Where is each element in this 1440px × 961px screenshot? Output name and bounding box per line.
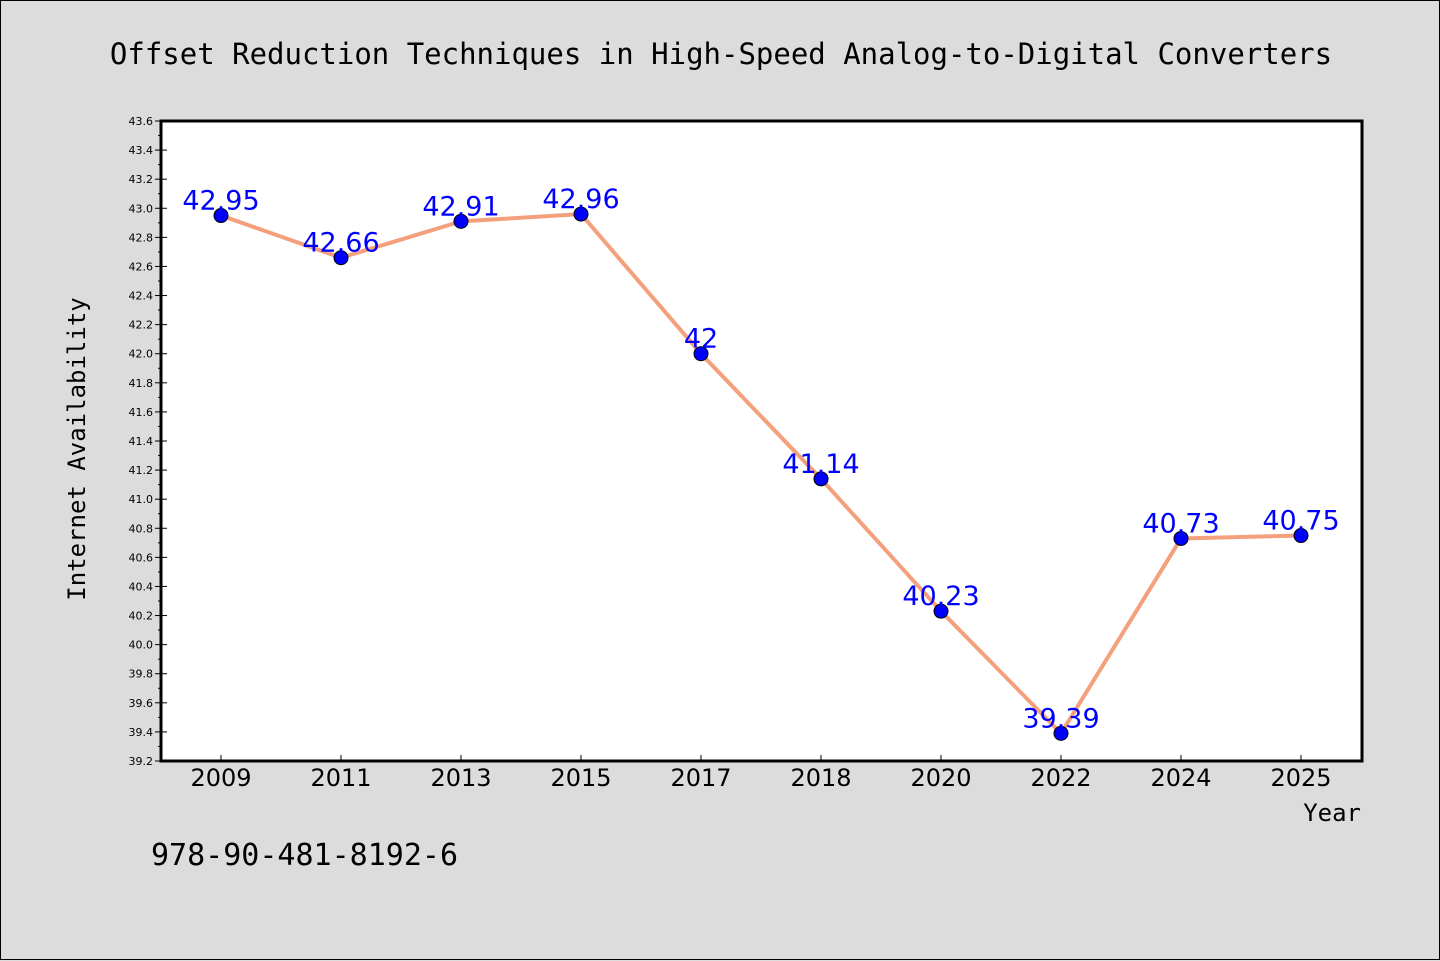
x-tick-label: 2017	[670, 764, 731, 792]
data-point	[1293, 528, 1309, 544]
data-label: 40.73	[1142, 508, 1219, 539]
data-label: 41.14	[782, 449, 859, 480]
y-axis-label: Internet Availability	[63, 297, 91, 600]
y-tick-label: 40.2	[129, 610, 154, 623]
x-tick-label: 2022	[1030, 764, 1091, 792]
x-tick-label: 2009	[190, 764, 251, 792]
data-label: 39.39	[1022, 703, 1099, 734]
y-tick-label: 40.6	[129, 551, 154, 564]
x-tick-label: 2018	[790, 764, 851, 792]
y-tick-label: 42.0	[129, 348, 154, 361]
y-axis-ticks: 39.2 39.4 39.6 39.8 40.0 40.2 40.4 40.6 40.8 41.0…	[129, 115, 167, 768]
y-tick-label: 41.8	[129, 377, 154, 390]
data-point	[453, 213, 469, 229]
x-tick-label: 2015	[550, 764, 611, 792]
y-tick-label: 43.4	[129, 144, 154, 157]
data-label: 42	[684, 324, 718, 355]
y-tick-label: 41.0	[129, 493, 154, 506]
y-tick-label: 39.2	[129, 755, 154, 768]
chart-title: Offset Reduction Techniques in High-Spee…	[110, 37, 1332, 71]
data-label: 40.75	[1262, 506, 1339, 537]
y-tick-label: 41.2	[129, 464, 154, 477]
data-point	[813, 471, 829, 487]
y-tick-label: 42.4	[129, 290, 154, 303]
x-tick-label: 2011	[310, 764, 371, 792]
y-tick-label: 42.8	[129, 231, 154, 244]
series-layer: 42.95 42.66 42.91 42.96 42 41.14 40.23 39.39 40.…	[182, 184, 1340, 741]
y-tick-label: 39.8	[129, 668, 154, 681]
data-label: 40.23	[902, 581, 979, 612]
data-point	[693, 346, 709, 362]
x-axis-ticks: 2009 2011 2013 2015 2017 2018 2020 2022 2024 2025	[190, 755, 1332, 792]
x-tick-label: 2024	[1150, 764, 1211, 792]
data-label: 42.91	[422, 191, 499, 222]
data-point	[933, 603, 949, 619]
x-tick-label: 2025	[1270, 764, 1331, 792]
series-line	[219, 212, 1303, 736]
y-tick-label: 39.4	[129, 726, 154, 739]
data-label: 42.96	[542, 184, 619, 215]
data-point	[333, 250, 349, 266]
y-tick-label: 40.4	[129, 580, 154, 593]
y-tick-label: 40.0	[129, 639, 154, 652]
plot-area	[159, 119, 1364, 763]
y-tick-label: 43.2	[129, 173, 154, 186]
y-tick-label: 43.6	[129, 115, 154, 128]
data-point	[573, 206, 589, 222]
y-tick-label: 40.8	[129, 522, 154, 535]
x-axis-label: Year	[1303, 799, 1361, 827]
y-tick-label: 41.4	[129, 435, 154, 448]
data-point	[213, 208, 229, 224]
y-tick-label: 43.0	[129, 202, 154, 215]
data-label: 42.66	[302, 228, 379, 259]
y-tick-label: 42.2	[129, 319, 154, 332]
y-tick-label: 42.6	[129, 260, 154, 273]
data-point	[1173, 530, 1189, 546]
x-tick-label: 2013	[430, 764, 491, 792]
isbn-annotation: 978-90-481-8192-6	[151, 838, 458, 873]
data-label: 42.95	[182, 186, 259, 217]
y-tick-label: 39.6	[129, 697, 154, 710]
y-tick-label: 41.6	[129, 406, 154, 419]
x-tick-label: 2020	[910, 764, 971, 792]
data-point	[1053, 725, 1069, 741]
